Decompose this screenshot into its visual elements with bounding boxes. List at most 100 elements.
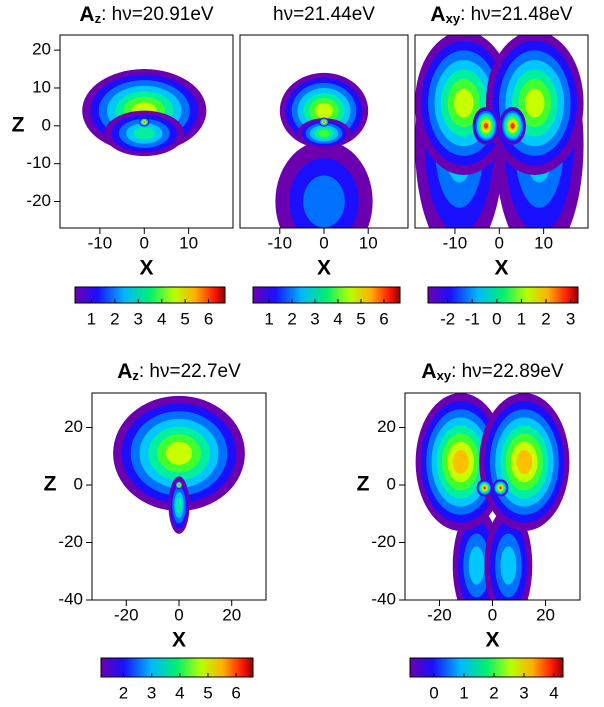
field-layer: [483, 486, 486, 490]
field-layer: [176, 497, 182, 513]
x-tick-label: 20: [536, 605, 555, 624]
colorbar-tick-label: 4: [549, 683, 558, 702]
colorbar-tick-label: 2: [541, 309, 550, 328]
x-axis-label: X: [494, 257, 508, 280]
chart-title: Az: hν=20.91eV: [79, 3, 214, 27]
title-rest: : hν=22.89eV: [451, 361, 564, 382]
colorbar-tick-label: 1: [264, 309, 273, 328]
y-axis-label: Z: [357, 473, 370, 496]
colorbar-tick-label: 3: [134, 309, 143, 328]
colorbar-tick-label: 0: [492, 309, 501, 328]
y-tick-label: -20: [26, 191, 51, 210]
colorbar-tick-label: 5: [356, 309, 365, 328]
title-main: A: [430, 3, 445, 26]
x-axis-label: X: [317, 257, 331, 280]
colorbar-tick-label: 3: [519, 683, 528, 702]
x-tick-label: 0: [140, 233, 149, 252]
colorbar-tick-label: 2: [489, 683, 498, 702]
field-layer: [516, 449, 533, 475]
colorbar-tick-label: 4: [157, 309, 166, 328]
y-tick-label: -40: [58, 589, 83, 608]
x-tick-label: 0: [495, 233, 504, 252]
colorbar: [409, 657, 564, 678]
colorbar: [252, 286, 401, 304]
x-tick-label: -20: [114, 605, 139, 624]
colorbar-tick-label: 1: [87, 309, 96, 328]
title-sub: z: [95, 11, 102, 26]
field-layer: [452, 449, 469, 475]
field-layer: [468, 546, 485, 585]
colorbar-tick-label: 1: [517, 309, 526, 328]
y-tick-label: 20: [377, 417, 396, 436]
field-layer: [133, 127, 156, 140]
colorbar: [427, 286, 579, 304]
title-sub: xy: [446, 11, 461, 26]
colorbar-tick-label: 1: [459, 683, 468, 702]
colorbar-tick-label: 5: [203, 683, 212, 702]
colorbar-tick-label: 4: [333, 309, 342, 328]
colorbar-tick-label: 2: [119, 683, 128, 702]
field-image: [415, 393, 570, 600]
x-tick-label: 10: [534, 233, 553, 252]
colorbar-tick-label: 5: [180, 309, 189, 328]
colorbar-tick-label: 3: [147, 683, 156, 702]
field-layer: [323, 121, 325, 123]
colorbar-tick-label: 0: [429, 683, 438, 702]
field-layer: [178, 484, 180, 486]
colorbar-tick-label: 2: [287, 309, 296, 328]
chart-title: Az: hν=22.7eV: [117, 360, 241, 384]
field-layer: [500, 546, 517, 585]
x-tick-label: 0: [488, 605, 497, 624]
colorbar-tick-label: 3: [566, 309, 575, 328]
x-tick-label: -10: [268, 233, 293, 252]
chart-title: Axy: hν=21.48eV: [430, 3, 572, 27]
x-tick-label: 10: [359, 233, 378, 252]
chart-title: hν=21.44eV: [273, 4, 375, 25]
y-tick-label: -10: [26, 153, 51, 172]
field-layer: [165, 441, 193, 465]
y-tick-label: -20: [371, 532, 396, 551]
title-rest: : hν=20.91eV: [101, 4, 214, 25]
plot-frame: [59, 34, 234, 229]
colorbar-tick-label: 6: [204, 309, 213, 328]
field-layer: [454, 88, 474, 118]
title-rest: : hν=21.48eV: [460, 4, 573, 25]
title-main: A: [117, 360, 132, 383]
x-axis-label: X: [485, 629, 499, 652]
field-layer: [317, 129, 331, 137]
colorbar-tick-label: 6: [379, 309, 388, 328]
x-tick-label: 0: [174, 605, 183, 624]
field-image: [82, 69, 207, 157]
plot-frame: [414, 34, 589, 229]
title-main: A: [79, 3, 94, 26]
colorbar-tick-label: -1: [465, 309, 480, 328]
field-layer: [315, 103, 333, 119]
colorbar-tick-label: 4: [175, 683, 184, 702]
x-tick-label: 20: [222, 605, 241, 624]
field-image: [113, 395, 245, 534]
colorbar-tick-label: 2: [110, 309, 119, 328]
field-image: [415, 35, 584, 228]
colorbar: [100, 657, 254, 678]
y-tick-label: 20: [32, 40, 51, 59]
field-layer: [303, 175, 345, 228]
field-image: [275, 72, 373, 228]
y-axis-label: Z: [44, 473, 57, 496]
y-tick-label: 20: [64, 417, 83, 436]
x-tick-label: -20: [427, 605, 452, 624]
y-tick-label: 0: [74, 474, 83, 493]
y-tick-label: 0: [387, 474, 396, 493]
title-rest: hν=21.44eV: [273, 4, 375, 25]
y-tick-label: 0: [42, 115, 51, 134]
y-tick-label: -40: [371, 589, 396, 608]
y-tick-label: 10: [32, 77, 51, 96]
y-axis-label: Z: [12, 113, 25, 136]
field-layer: [525, 88, 545, 118]
title-main: A: [421, 360, 436, 383]
field-layer: [510, 122, 515, 129]
chart-title: Axy: hν=22.89eV: [421, 360, 563, 384]
y-tick-label: -20: [58, 532, 83, 551]
x-axis-label: X: [139, 257, 153, 280]
field-layer: [143, 121, 146, 123]
